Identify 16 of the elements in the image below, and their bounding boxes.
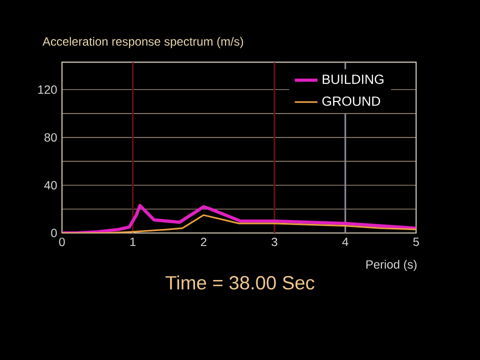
x-axis-title: Period (s) [366,260,416,272]
y-tick-label: 80 [44,133,57,142]
x-tick-label: 5 [413,238,419,246]
legend-label: GROUND [322,96,380,106]
x-tick-label: 4 [342,238,348,246]
line-series [62,214,416,234]
x-tick-label: 3 [272,238,278,246]
legend-label: BUILDING [322,74,384,84]
y-tick-label: 0 [51,228,57,238]
x-tick-label: 1 [130,238,136,246]
y-tick-label: 40 [44,180,57,190]
chart-title: Acceleration response spectrum (m/s) [42,36,244,48]
y-tick-label: 120 [38,85,57,94]
x-tick-label: 2 [200,238,206,246]
text: Time = 38.00 Sec [166,276,314,290]
x-tick-label: 0 [59,238,65,246]
